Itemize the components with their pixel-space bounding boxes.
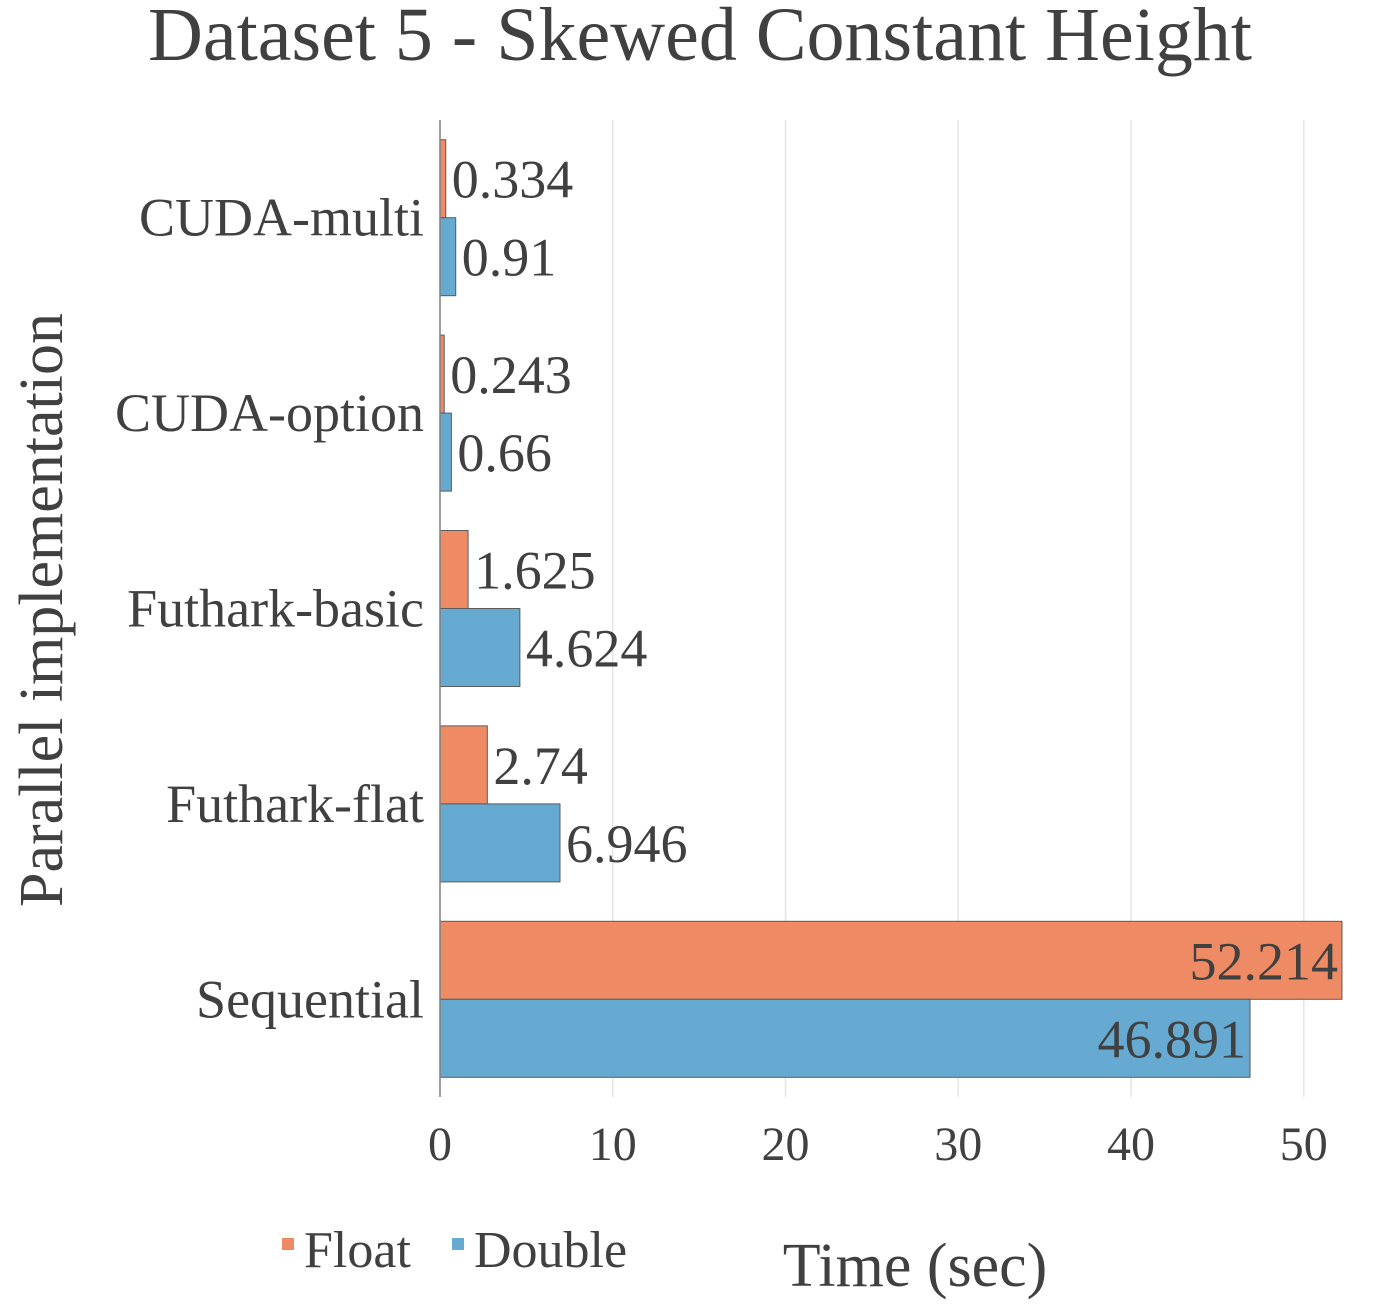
legend-label-float: Float (304, 1222, 411, 1279)
x-tick-label: 40 (1107, 1118, 1155, 1171)
x-axis-title: Time (sec) (783, 1232, 1048, 1300)
x-tick-label: 50 (1280, 1118, 1328, 1171)
x-tick-label: 20 (762, 1118, 810, 1171)
data-labels: 0.334 0.91 0.243 0.66 1.625 4.624 2.74 6.946 52.… (450, 150, 1338, 1070)
bar-double (439, 412, 452, 492)
data-label: 2.74 (493, 736, 588, 796)
data-label: 0.66 (457, 423, 552, 483)
bars (439, 139, 1343, 1078)
legend-swatch-double (452, 1238, 464, 1250)
data-label: 46.891 (1098, 1009, 1247, 1069)
data-label: 1.625 (474, 541, 596, 601)
x-tick-labels: 0 10 20 30 40 50 (428, 1118, 1328, 1171)
data-label: 4.624 (526, 619, 648, 679)
data-label: 52.214 (1190, 931, 1339, 991)
data-label: 6.946 (566, 814, 688, 874)
legend-swatch-float (282, 1238, 294, 1250)
bar-float (439, 920, 1343, 1000)
data-label: 0.243 (450, 345, 572, 405)
bar-double (439, 803, 561, 883)
bar-float (439, 139, 447, 219)
x-tick-label: 30 (934, 1118, 982, 1171)
category-labels: CUDA-multi CUDA-option Futhark-basic Futhar… (115, 188, 424, 1030)
category-label: Futhark-flat (166, 774, 424, 834)
x-tick-label: 0 (428, 1118, 452, 1171)
legend: Float Double (282, 1222, 627, 1279)
bar-float (439, 725, 488, 805)
bar-double (439, 608, 521, 687)
data-label: 0.334 (452, 150, 574, 210)
chart-title: Dataset 5 - Skewed Constant Height (148, 0, 1252, 77)
category-label: Sequential (196, 969, 424, 1029)
category-label: CUDA-option (115, 383, 424, 443)
y-axis-title: Parallel implementation (8, 313, 76, 907)
data-label: 0.91 (462, 228, 557, 288)
x-tick-label: 10 (589, 1118, 637, 1171)
legend-label-double: Double (474, 1222, 627, 1279)
bar-double (439, 217, 457, 297)
category-label: CUDA-multi (139, 188, 424, 248)
category-label: Futhark-basic (127, 579, 424, 639)
bar-float (439, 530, 469, 609)
